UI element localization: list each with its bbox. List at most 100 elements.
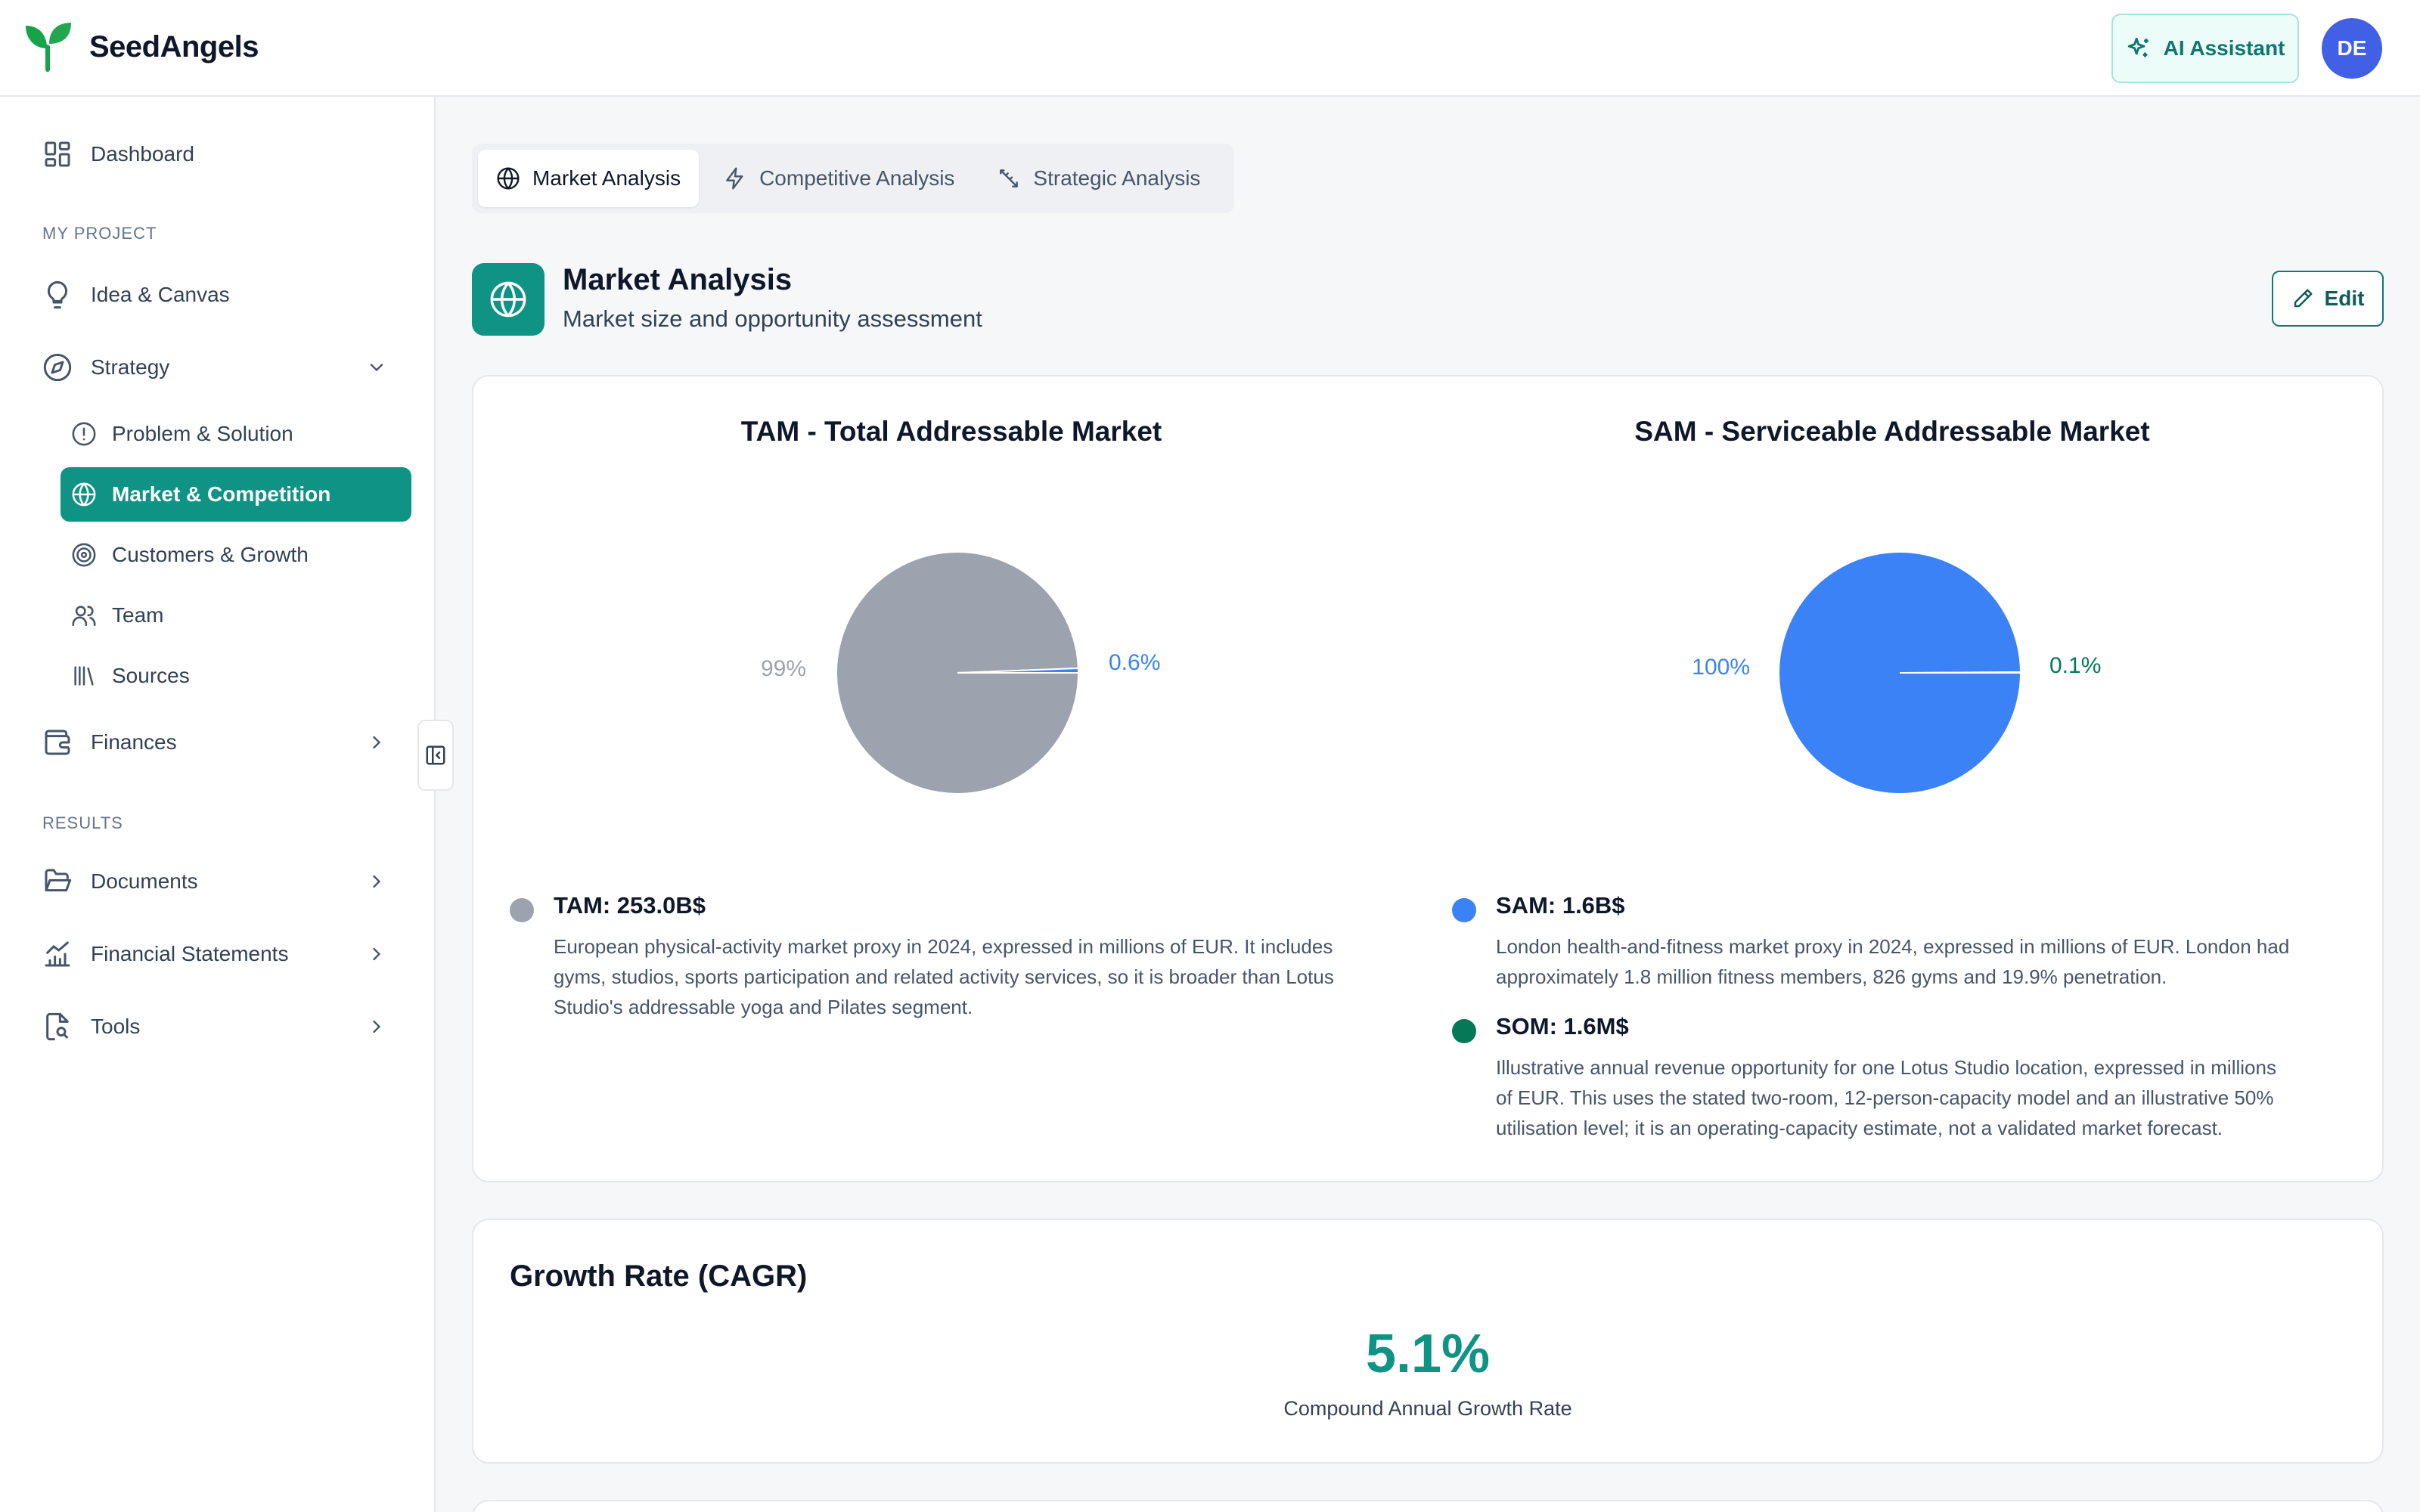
cagr-title: Growth Rate (CAGR): [510, 1259, 808, 1293]
tam-chart-title: TAM - Total Addressable Market: [740, 416, 1162, 447]
sidebar-item-customers-growth[interactable]: Customers & Growth: [60, 528, 411, 582]
tab-market-analysis[interactable]: Market Analysis: [478, 150, 700, 207]
pie-charts-svg: 99% 0.6% 100% 0.1%: [761, 550, 2101, 795]
legend-line: approximately 1.8 million fitness member…: [1496, 965, 2167, 988]
section-label-project: MY PROJECT: [42, 224, 157, 243]
sidebar: Dashboard MY PROJECT Idea & Canvas Strat…: [0, 97, 436, 1512]
library-icon: [74, 666, 94, 686]
app-name: SeedAngels: [89, 29, 259, 64]
pie-slice[interactable]: [957, 667, 1080, 674]
tam-pie-chart: 99% 0.6%: [761, 551, 1160, 795]
nav-strategy[interactable]: Strategy: [30, 340, 411, 395]
pie-slice-label: 100%: [1692, 655, 1750, 680]
legend-line: European physical-activity market proxy …: [554, 935, 1333, 958]
nav-tools[interactable]: Tools: [30, 999, 411, 1054]
ai-assistant-button[interactable]: AI Assistant: [2111, 14, 2299, 83]
collapse-sidebar-button[interactable]: [417, 720, 454, 791]
tab-competitive-analysis[interactable]: Competitive Analysis: [705, 150, 973, 207]
tam-legend-title: TAM: 253.0B$: [554, 892, 706, 919]
sam-legend-dot: [1452, 898, 1476, 922]
som-legend-dot: [1452, 1019, 1476, 1043]
nav-dashboard-label: Dashboard: [91, 142, 194, 166]
sparkles-icon: [2127, 37, 2149, 57]
sidebar-item-sources[interactable]: Sources: [60, 649, 411, 703]
legend-line: gyms, studios, sports participation and …: [554, 965, 1334, 988]
tab-label: Strategic Analysis: [1033, 166, 1201, 190]
pie-slice-label: 0.1%: [2049, 653, 2101, 678]
layout-dashboard-icon: [45, 141, 70, 167]
target-icon: [72, 543, 96, 567]
legend-line: utilisation level; it is an operating-ca…: [1496, 1117, 2223, 1139]
sidebar-item-problem-solution[interactable]: Problem & Solution: [60, 407, 411, 461]
folder-open-icon: [45, 869, 72, 892]
nav-idea-canvas[interactable]: Idea & Canvas: [30, 268, 411, 322]
nav-dashboard[interactable]: Dashboard: [30, 127, 411, 181]
tab-strategic-analysis[interactable]: Strategic Analysis: [979, 150, 1218, 207]
tab-label: Competitive Analysis: [759, 166, 955, 190]
analysis-tabs: Market Analysis Competitive Analysis Str…: [472, 144, 1234, 213]
globe-icon: [490, 281, 526, 318]
section-label-results: RESULTS: [42, 813, 123, 832]
lightbulb-icon: [47, 280, 68, 309]
chevron-right-icon: [373, 875, 381, 888]
brand[interactable]: SeedAngels: [24, 21, 259, 73]
legend-line: Illustrative annual revenue opportunity …: [1496, 1056, 2276, 1079]
sam-legend-title: SAM: 1.6B$: [1496, 892, 1625, 919]
tab-label: Market Analysis: [532, 166, 681, 190]
sidebar-item-market-competition[interactable]: Market & Competition: [60, 467, 411, 522]
pencil-icon: [2294, 289, 2313, 308]
cagr-card: [472, 1219, 2384, 1464]
pie-slice-label: 0.6%: [1109, 650, 1160, 675]
sidebar-item-label: Team: [112, 603, 164, 627]
nav-idea-canvas-label: Idea & Canvas: [91, 283, 230, 306]
nav-finances[interactable]: Finances: [30, 715, 411, 770]
section-title: Market Analysis: [563, 263, 793, 296]
tam-legend-dot: [510, 898, 534, 922]
top-bar: SeedAngels AI Assistant DE: [0, 0, 2420, 97]
nav-finances-label: Finances: [91, 730, 177, 754]
legend-line: Studio's addressable yoga and Pilates se…: [554, 996, 973, 1018]
sidebar-item-label: Sources: [112, 664, 190, 687]
wallet-icon: [45, 730, 70, 755]
market-analysis-icon-badge: [472, 263, 544, 336]
nav-financial-statements[interactable]: Financial Statements: [30, 927, 411, 981]
panel-left-close-icon: [426, 745, 445, 765]
chevron-right-icon: [373, 1020, 381, 1033]
edit-button[interactable]: Edit: [2272, 271, 2384, 327]
nav-strategy-label: Strategy: [91, 355, 170, 379]
cagr-value: 5.1%: [1365, 1324, 1491, 1384]
pie-slice-label: 99%: [761, 656, 806, 681]
sam-chart-title: SAM - Serviceable Addressable Market: [1634, 416, 2150, 447]
nav-tools-label: Tools: [91, 1015, 141, 1038]
globe-icon: [72, 482, 96, 507]
file-search-icon: [46, 1012, 69, 1041]
sam-legend-description: London health-and-fitness market proxy i…: [1496, 931, 2373, 992]
edit-label: Edit: [2324, 287, 2365, 310]
chevron-down-icon: [370, 364, 383, 372]
compass-icon: [43, 353, 72, 382]
market-size-card: TAM - Total Addressable Market SAM - Ser…: [472, 375, 2384, 1182]
globe-icon: [497, 167, 520, 190]
sprout-logo-icon: [26, 23, 71, 72]
alert-circle-icon: [72, 422, 96, 446]
ai-assistant-label: AI Assistant: [2163, 36, 2285, 60]
section-subtitle: Market size and opportunity assessment: [563, 305, 982, 332]
nav-documents[interactable]: Documents: [30, 854, 411, 909]
som-legend-title: SOM: 1.6M$: [1496, 1013, 1629, 1040]
zap-icon: [726, 167, 743, 190]
users-icon: [72, 606, 96, 627]
som-legend-description: Illustrative annual revenue opportunity …: [1496, 1052, 2373, 1143]
cagr-label: Compound Annual Growth Rate: [1283, 1397, 1572, 1420]
pie-slice[interactable]: [1899, 671, 2022, 674]
next-card: [472, 1500, 2384, 1512]
nav-financial-statements-label: Financial Statements: [91, 942, 289, 965]
sidebar-item-label: Customers & Growth: [112, 543, 309, 566]
sam-pie-chart: 100% 0.1%: [1692, 550, 2101, 795]
chevron-right-icon: [373, 947, 381, 961]
pencil-ruler-icon: [1000, 169, 1019, 187]
sidebar-item-label: Problem & Solution: [112, 422, 293, 445]
legend-line: London health-and-fitness market proxy i…: [1496, 935, 2290, 958]
user-avatar[interactable]: DE: [2322, 18, 2382, 79]
sidebar-item-team[interactable]: Team: [60, 588, 411, 643]
nav-documents-label: Documents: [91, 869, 198, 893]
